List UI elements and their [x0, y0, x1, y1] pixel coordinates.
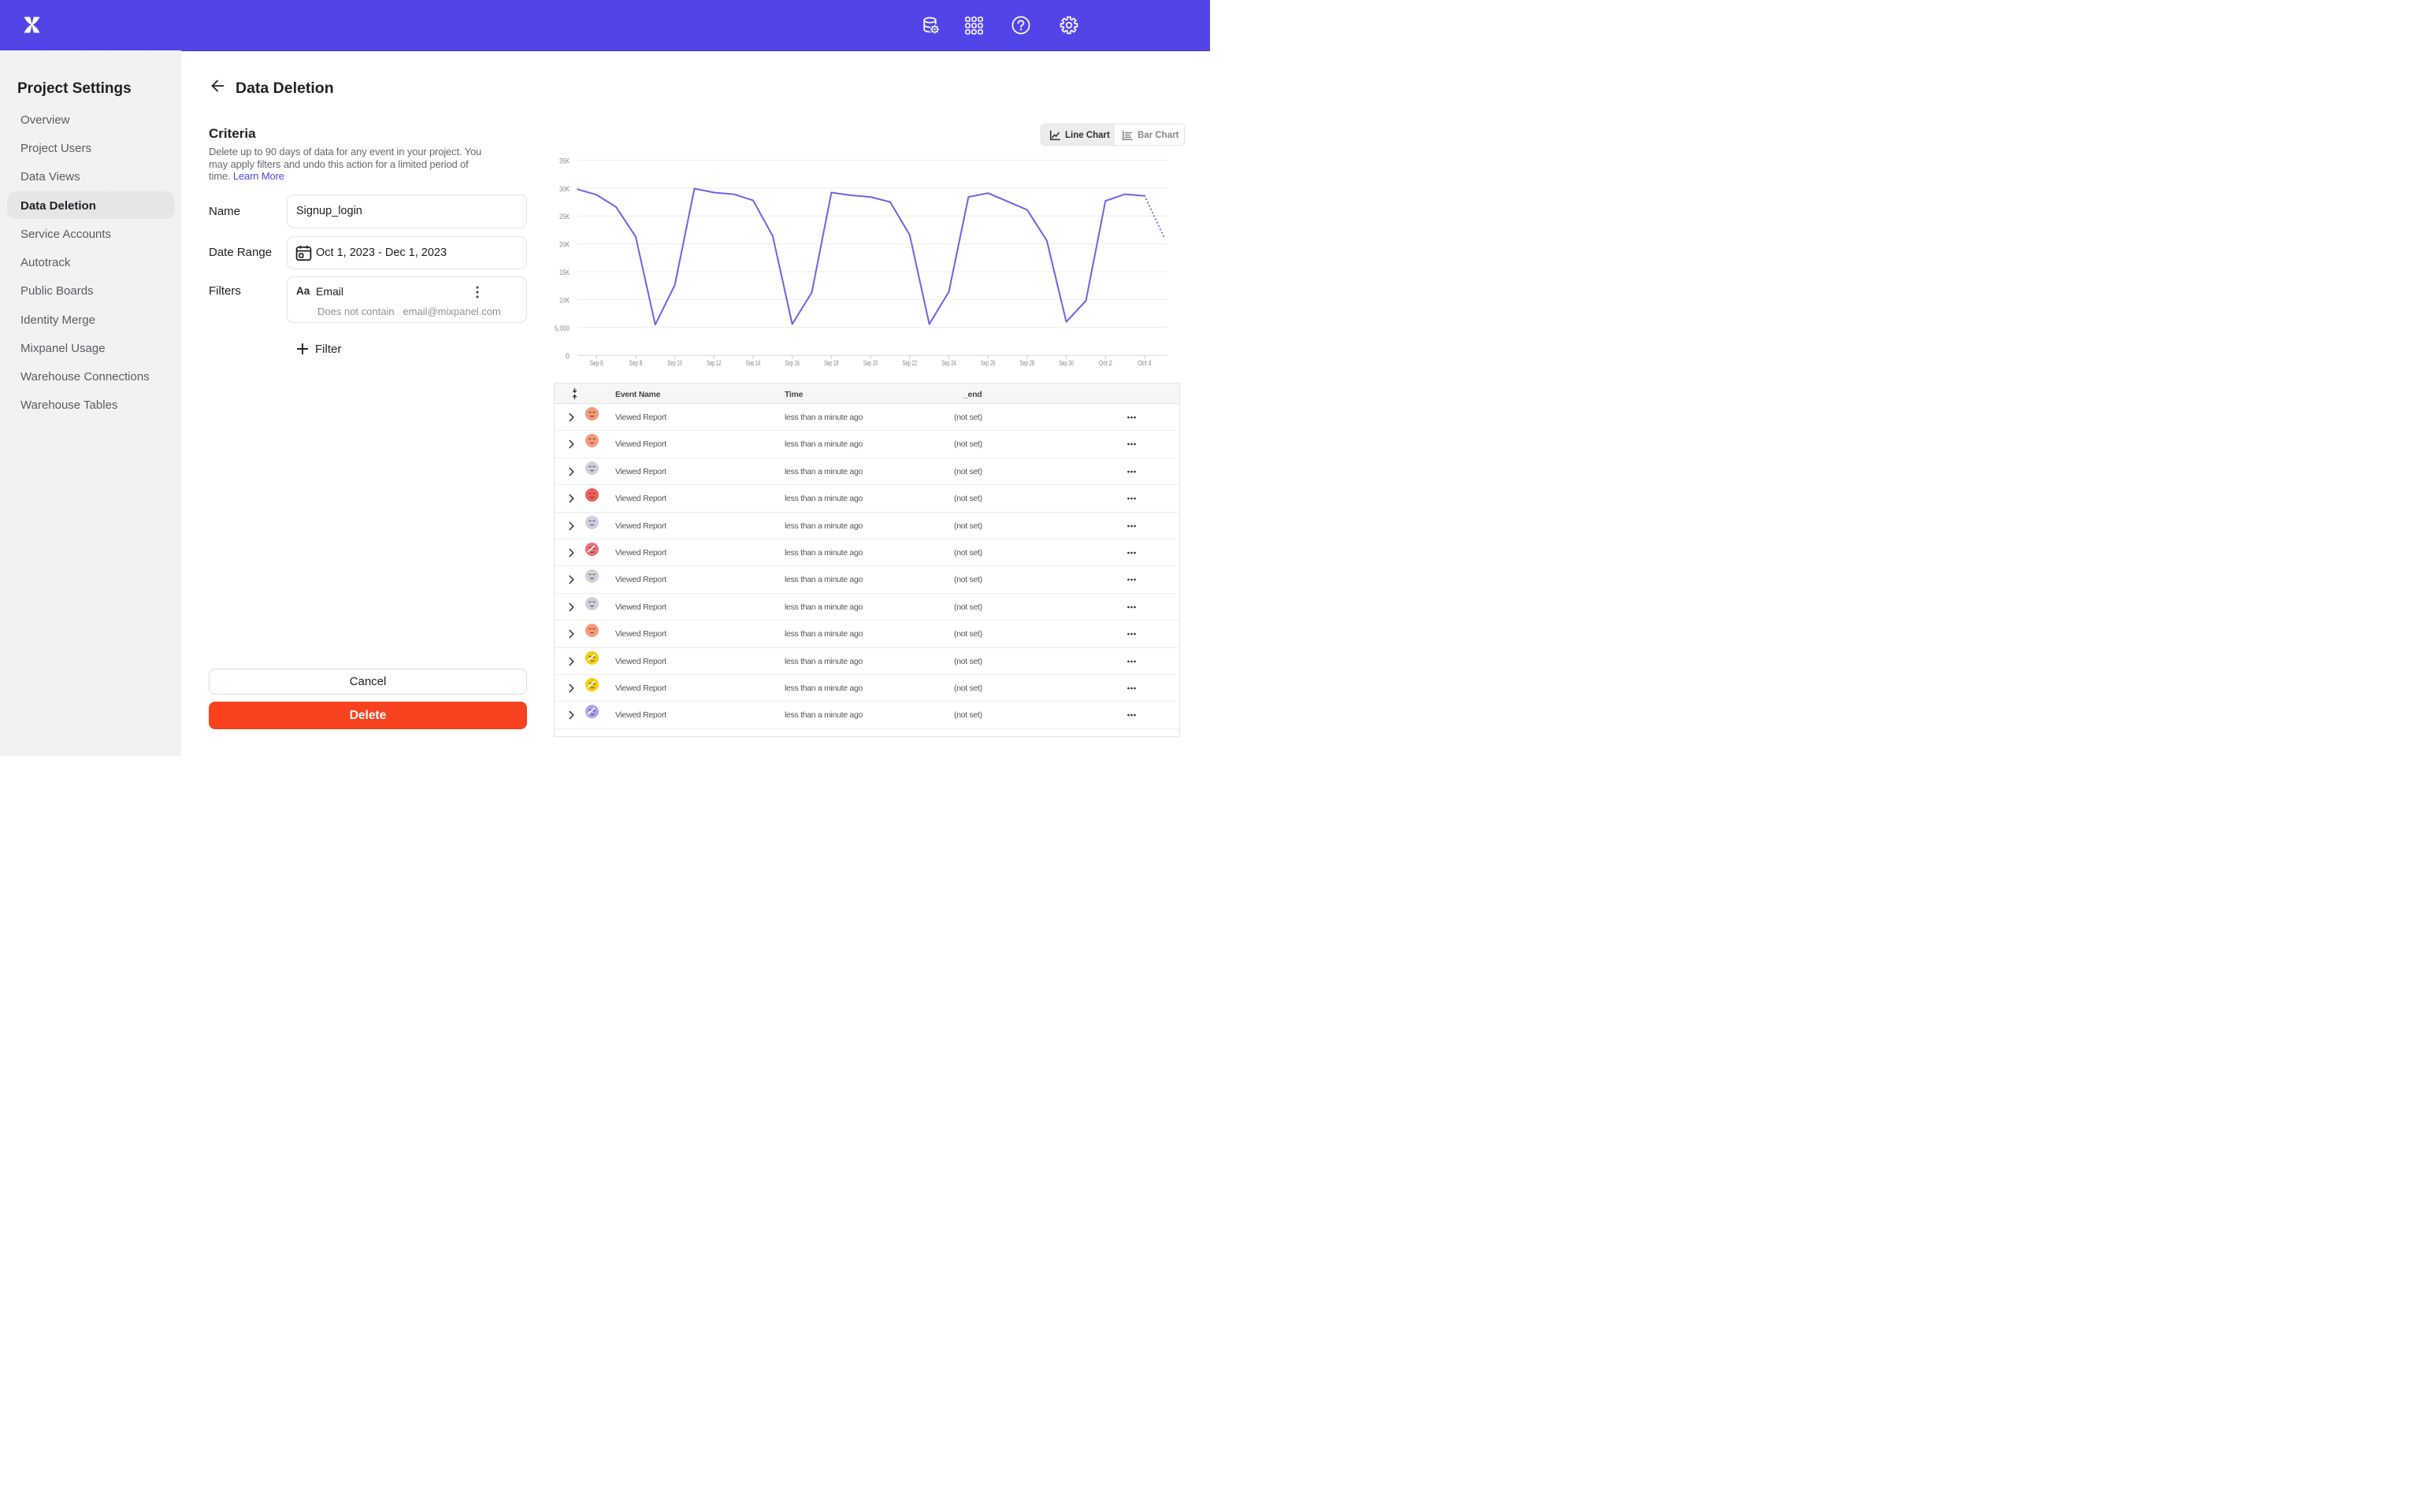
svg-text:Sep 26: Sep 26: [981, 359, 996, 367]
svg-text:Sep 10: Sep 10: [667, 359, 682, 367]
svg-text:Sep 14: Sep 14: [746, 359, 761, 367]
svg-text:Sep 30: Sep 30: [1059, 359, 1074, 367]
svg-text:Sep 6: Sep 6: [590, 359, 603, 367]
svg-text:10K: 10K: [559, 296, 570, 304]
svg-text:Sep 8: Sep 8: [629, 359, 642, 367]
svg-text:Sep 20: Sep 20: [863, 359, 878, 367]
svg-text:Sep 16: Sep 16: [785, 359, 800, 367]
svg-text:30K: 30K: [559, 185, 570, 193]
svg-text:5,000: 5,000: [555, 324, 570, 332]
svg-text:0: 0: [566, 352, 570, 360]
svg-text:Sep 28: Sep 28: [1020, 359, 1035, 367]
svg-text:Sep 18: Sep 18: [824, 359, 839, 367]
svg-text:Oct 4: Oct 4: [1138, 359, 1152, 367]
svg-text:Sep 22: Sep 22: [903, 359, 918, 367]
svg-text:35K: 35K: [559, 157, 570, 165]
svg-text:20K: 20K: [559, 241, 570, 249]
svg-text:Sep 12: Sep 12: [707, 359, 722, 367]
svg-text:Sep 24: Sep 24: [941, 359, 956, 367]
svg-text:15K: 15K: [559, 269, 570, 276]
svg-text:Oct 2: Oct 2: [1099, 359, 1112, 367]
svg-text:25K: 25K: [559, 213, 570, 220]
